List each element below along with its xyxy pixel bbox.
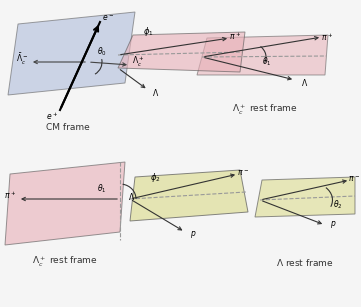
- Text: $\Lambda_c^+$ rest frame: $\Lambda_c^+$ rest frame: [32, 255, 98, 269]
- Polygon shape: [197, 35, 328, 75]
- Polygon shape: [118, 32, 245, 72]
- Text: $\Lambda$: $\Lambda$: [152, 87, 160, 98]
- Text: $\Lambda$ rest frame: $\Lambda$ rest frame: [276, 257, 334, 267]
- Polygon shape: [130, 170, 248, 221]
- Text: $\theta_2$: $\theta_2$: [333, 199, 343, 211]
- Polygon shape: [5, 162, 125, 245]
- Text: $p$: $p$: [190, 230, 196, 240]
- Text: $e^+$: $e^+$: [46, 110, 58, 122]
- Text: $p$: $p$: [330, 220, 336, 231]
- Text: $\Lambda_c^+$ rest frame: $\Lambda_c^+$ rest frame: [232, 103, 298, 117]
- Polygon shape: [8, 12, 135, 95]
- Text: $\theta_1$: $\theta_1$: [262, 56, 272, 68]
- Text: $\pi^+$: $\pi^+$: [321, 31, 333, 43]
- Polygon shape: [255, 177, 355, 217]
- Text: $\bar{\Lambda}_c^-$: $\bar{\Lambda}_c^-$: [16, 51, 28, 67]
- Text: $\theta_1$: $\theta_1$: [97, 183, 107, 195]
- Text: $\pi^-$: $\pi^-$: [348, 174, 360, 184]
- Text: $\phi_2$: $\phi_2$: [150, 170, 160, 184]
- Text: $\phi_1$: $\phi_1$: [143, 25, 153, 38]
- Text: $\Lambda$: $\Lambda$: [301, 77, 309, 88]
- Text: $e^-$: $e^-$: [102, 13, 114, 23]
- Text: $\pi^+$: $\pi^+$: [4, 189, 16, 201]
- Text: $\theta_0$: $\theta_0$: [97, 46, 107, 58]
- Text: $\pi^+$: $\pi^+$: [229, 30, 241, 42]
- Text: $\Lambda$: $\Lambda$: [128, 192, 135, 203]
- Text: CM frame: CM frame: [46, 123, 90, 133]
- Text: $\pi^-$: $\pi^-$: [237, 168, 249, 178]
- Text: $\Lambda_c^+$: $\Lambda_c^+$: [132, 55, 144, 69]
